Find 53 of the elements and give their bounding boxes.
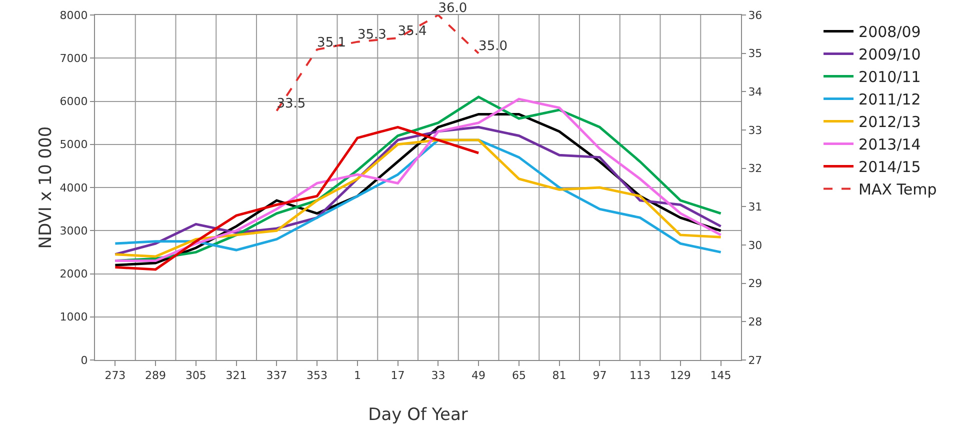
x-tick-label: 321 (226, 369, 247, 382)
legend-label: MAX Temp (858, 180, 937, 199)
x-tick-label: 353 (306, 369, 328, 382)
x-tick-label: 145 (710, 369, 732, 382)
line-series (276, 15, 480, 112)
y2-tick-label: 35 (748, 47, 762, 60)
y2-tick-label: 27 (748, 354, 762, 367)
data-label: 35.1 (317, 35, 346, 50)
x-tick-label: 49 (472, 369, 486, 382)
x-tick-label: 129 (670, 369, 691, 382)
y-tick-label: 5000 (60, 138, 88, 152)
y2-tick-label: 29 (748, 277, 762, 290)
legend-label: 2013/14 (858, 136, 921, 154)
x-tick-label: 65 (512, 369, 526, 382)
y-tick-label: 0 (80, 354, 88, 367)
x-tick-label: 305 (185, 369, 206, 382)
y-tick-label: 8000 (60, 8, 88, 22)
y-tick-label: 3000 (60, 224, 88, 238)
x-tick-label: 17 (390, 369, 405, 382)
x-axis-title: Day Of Year (368, 405, 468, 425)
x-tick-label: 337 (266, 369, 288, 382)
data-label: 36.0 (438, 0, 468, 16)
legend-label: 2009/10 (858, 46, 921, 64)
x-tick-label: 289 (145, 369, 166, 382)
legend-label: 2010/11 (858, 68, 921, 86)
y-tick-label: 1000 (60, 310, 88, 324)
x-tick-label: 81 (552, 369, 566, 382)
x-tick-label: 1 (354, 369, 361, 382)
data-label: 35.3 (357, 28, 386, 43)
x-tick-label: 97 (592, 369, 607, 382)
data-label: 35.4 (398, 24, 427, 39)
x-tick-label: 33 (431, 369, 446, 382)
y-tick-label: 7000 (60, 52, 88, 65)
x-tick-label: 273 (104, 369, 126, 382)
legend-label: 2012/13 (858, 113, 921, 132)
y-axis-title: NDVI x 10 000 (36, 126, 56, 249)
y2-tick-label: 34 (748, 86, 762, 99)
y-tick-label: 2000 (60, 268, 88, 281)
y-tick-label: 6000 (60, 95, 88, 108)
data-label: 35.0 (478, 39, 508, 54)
y2-tick-label: 28 (748, 316, 762, 329)
line-series (114, 126, 480, 271)
y2-tick-label: 36 (748, 8, 762, 22)
y2-tick-label: 33 (748, 124, 762, 137)
y2-tick-label: 31 (748, 200, 762, 214)
x-tick-label: 113 (630, 369, 651, 382)
y2-tick-label: 30 (748, 238, 762, 252)
y-tick-label: 4000 (60, 181, 88, 194)
legend-label: 2011/12 (858, 90, 921, 109)
y2-tick-label: 32 (748, 162, 762, 176)
legend-label: 2014/15 (858, 158, 921, 176)
data-label: 33.5 (276, 96, 306, 112)
legend-label: 2008/09 (858, 23, 921, 42)
